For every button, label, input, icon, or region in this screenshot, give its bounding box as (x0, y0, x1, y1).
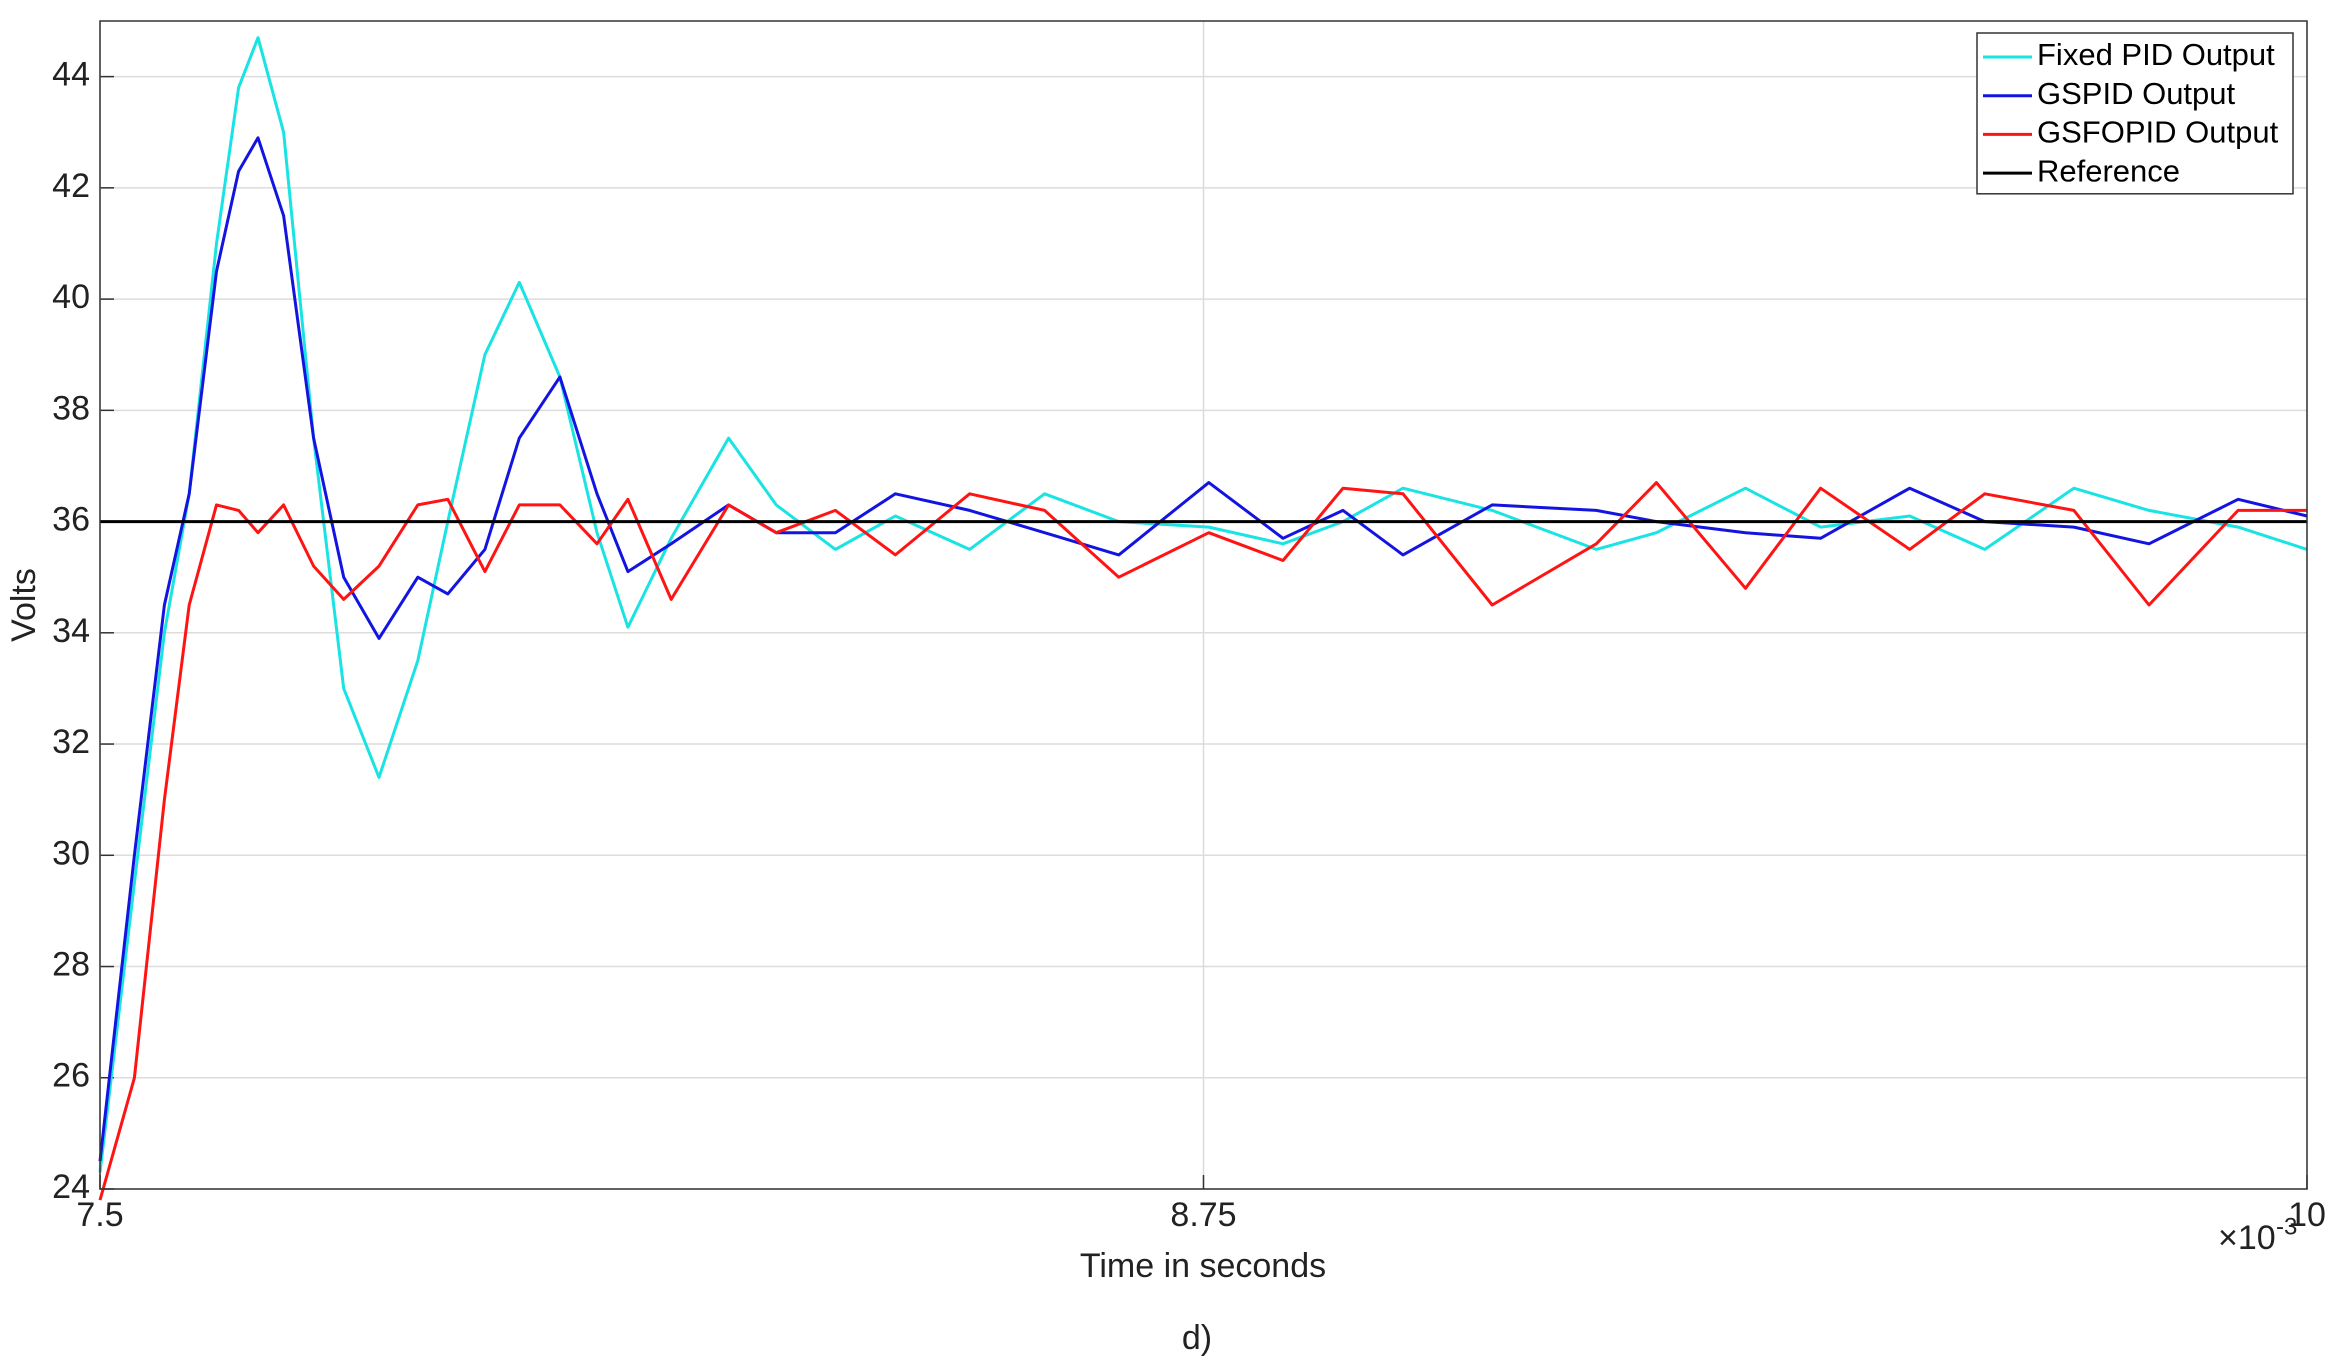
y-tick-label: 24 (52, 1168, 90, 1206)
x-tick-label: 7.5 (76, 1196, 123, 1234)
x-axis-label: Time in seconds (1080, 1247, 1326, 1285)
y-tick-label: 42 (52, 167, 90, 205)
y-tick-label: 34 (52, 612, 90, 650)
legend-label: Fixed PID Output (2037, 37, 2275, 72)
x-exponent: -3 (2276, 1213, 2297, 1240)
series-line (98, 481, 2307, 1201)
y-tick-label: 44 (52, 56, 90, 94)
y-tick-label: 36 (52, 501, 90, 539)
x-tick-label: 10 (2288, 1196, 2326, 1234)
x-multiplier: ×10 (2218, 1219, 2276, 1257)
caption: d) (1182, 1319, 1212, 1357)
y-tick-label: 30 (52, 834, 90, 872)
legend-box (1976, 32, 2294, 195)
legend-label: GSFOPID Output (2037, 115, 2279, 150)
legend-label: GSPID Output (2037, 76, 2236, 111)
plot-frame (99, 20, 2308, 1190)
y-tick-label: 26 (52, 1057, 90, 1095)
x-tick-label: 8.75 (1170, 1196, 1236, 1234)
y-tick-label: 38 (52, 389, 90, 427)
y-tick-label: 32 (52, 723, 90, 761)
y-tick-label: 28 (52, 946, 90, 984)
y-tick-label: 40 (52, 278, 90, 316)
y-axis-label: Volts (5, 568, 43, 642)
legend-label: Reference (2037, 153, 2180, 188)
series-line (98, 36, 2308, 1173)
